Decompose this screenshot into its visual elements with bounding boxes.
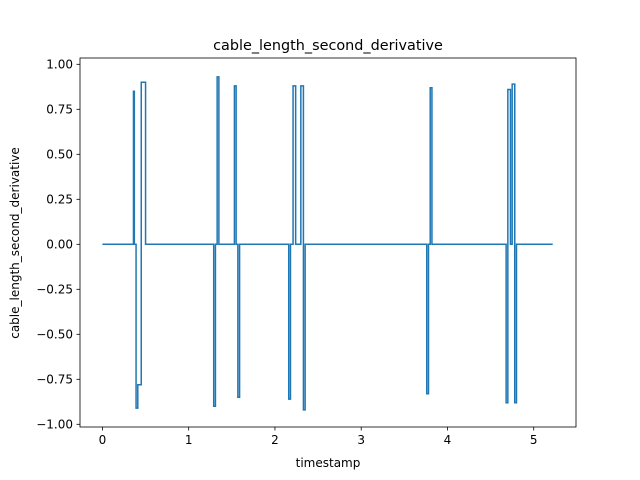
x-tick-label: 4 [444, 433, 452, 447]
y-tick-label: 0.50 [46, 148, 73, 162]
y-tick-label: 0.25 [46, 193, 73, 207]
y-tick-label: −0.75 [36, 373, 73, 387]
y-tick-label: −0.25 [36, 283, 73, 297]
plot-area: 0 1 2 3 4 5 −1.00 −0.75 −0.50 −0.25 0.00 0.25 0.50 0.… [36, 57, 577, 447]
y-tick-label: −0.50 [36, 328, 73, 342]
x-tick-label: 5 [530, 433, 538, 447]
chart-title: cable_length_second_derivative [213, 38, 443, 54]
y-axis-label: cable_length_second_derivative [8, 147, 22, 339]
x-tick-label: 1 [185, 433, 193, 447]
x-tick-label: 2 [271, 433, 279, 447]
y-tick-label: 0.75 [46, 103, 73, 117]
x-tick-label: 0 [99, 433, 107, 447]
axes-frame [79, 57, 577, 428]
y-tick-label: 1.00 [46, 58, 73, 72]
y-tick-label: 0.00 [46, 238, 73, 252]
x-tick-label: 3 [357, 433, 365, 447]
series-line [102, 76, 553, 411]
x-axis-label: timestamp [296, 456, 361, 470]
y-tick-label: −1.00 [36, 418, 73, 432]
